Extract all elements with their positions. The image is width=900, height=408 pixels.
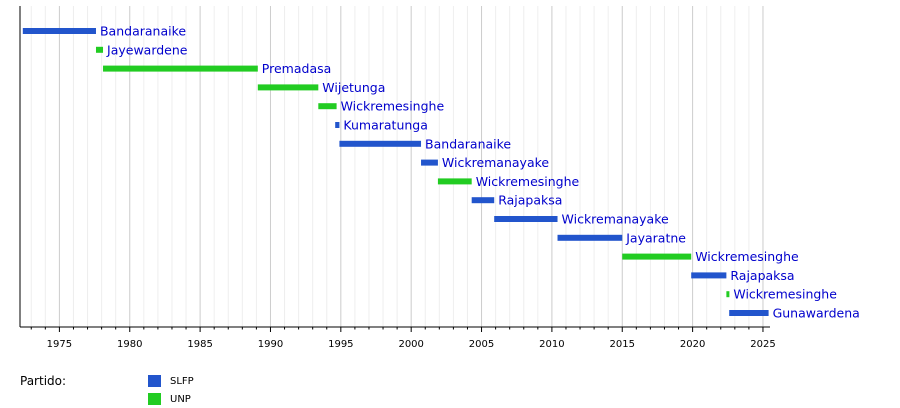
timeline-bar: [335, 122, 340, 128]
x-axis-ticks: 1975 1980 1985 1990 1995 2000 2005 2010 2015 2020…: [47, 339, 776, 350]
timeline-bar: [557, 234, 623, 241]
legend-label-slfp: SLFP: [170, 375, 194, 387]
timeline-bar: [471, 197, 495, 204]
bar-label: Jayewardene: [106, 42, 188, 57]
chart-axes: [19, 6, 770, 332]
bar-label: Bandaranaike: [100, 24, 186, 39]
bar-label: Rajapaksa: [730, 268, 794, 283]
x-tick-label: 1990: [258, 339, 283, 350]
x-tick-label: 1975: [47, 339, 72, 350]
legend-title: Partido:: [20, 374, 67, 388]
bar-label: Wickremanayake: [562, 212, 669, 227]
timeline-bar: [729, 310, 769, 316]
bar-label: Wickremesinghe: [733, 287, 837, 302]
bar-label: Kumaratunga: [343, 118, 427, 133]
timeline-bar: [257, 84, 319, 91]
timeline-bar: [421, 159, 438, 166]
x-tick-label: 2015: [610, 339, 635, 350]
timeline-bar: [339, 140, 422, 147]
timeline-bar: [318, 103, 337, 110]
x-tick-label: 1985: [187, 339, 212, 350]
x-tick-label: 2010: [539, 339, 564, 350]
bar-label: Wickremesinghe: [341, 99, 445, 114]
timeline-bar: [726, 291, 730, 298]
bar-label: Jayaratne: [625, 230, 686, 245]
timeline-bar: [437, 178, 472, 185]
x-tick-label: 2020: [680, 339, 705, 350]
chart-grid: [30, 6, 764, 327]
bar-label: Gunawardena: [773, 306, 860, 321]
bar-label: Premadasa: [262, 61, 331, 76]
bar-label: Wijetunga: [322, 80, 385, 95]
x-tick-label: 1980: [117, 339, 142, 350]
legend-label-unp: UNP: [170, 393, 191, 405]
legend-swatch-unp: [148, 393, 161, 405]
bar-label: Rajapaksa: [498, 193, 562, 208]
legend-item-unp: UNP: [148, 393, 191, 405]
legend-swatch-slfp: [148, 375, 161, 387]
timeline-bar: [22, 28, 96, 34]
x-tick-label: 2005: [469, 339, 494, 350]
timeline-bar: [691, 272, 727, 279]
chart-bars: Bandaranaike Jayewardene Premadasa Wijetung…: [22, 24, 860, 321]
bar-label: Wickremesinghe: [476, 174, 580, 189]
bar-label: Bandaranaike: [425, 136, 511, 151]
legend-item-slfp: SLFP: [148, 375, 194, 387]
timeline-bar: [622, 253, 692, 260]
x-tick-label: 2025: [750, 339, 775, 350]
x-tick-label: 1995: [328, 339, 353, 350]
x-tick-label: 2000: [398, 339, 423, 350]
timeline-bar: [103, 65, 258, 72]
timeline-bar: [95, 46, 104, 53]
bar-label: Wickremanayake: [442, 155, 549, 170]
bar-label: Wickremesinghe: [695, 249, 799, 264]
timeline-bar: [494, 216, 558, 222]
